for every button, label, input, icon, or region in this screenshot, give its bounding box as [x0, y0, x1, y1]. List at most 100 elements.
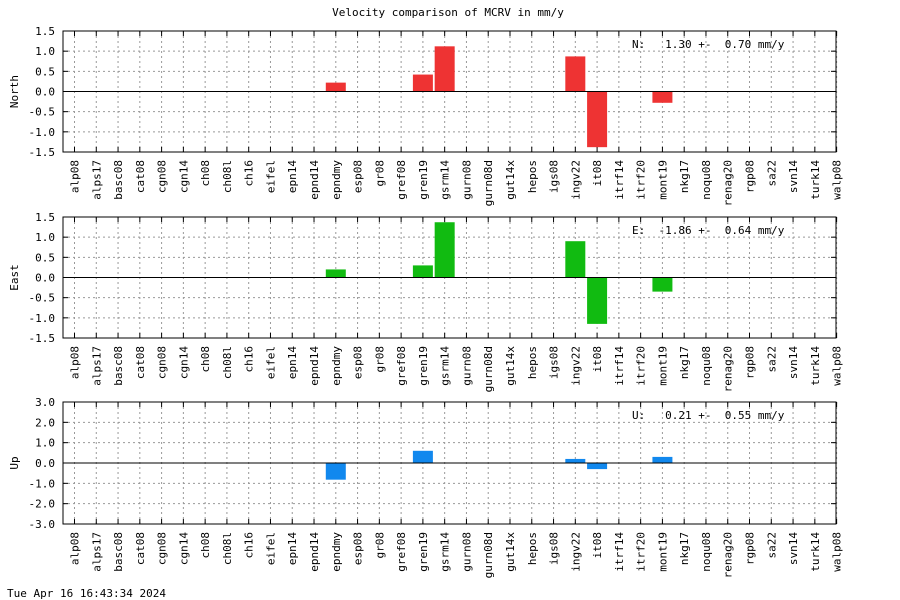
x-tick-label: basc08: [112, 532, 125, 572]
x-tick-label: epndmy: [330, 346, 343, 386]
bar-epndmy: [325, 82, 346, 92]
y-axis-label: North: [8, 75, 21, 108]
x-tick-label: mont19: [656, 346, 669, 386]
x-tick-label: renag20: [722, 160, 735, 206]
x-tick-label: ingv22: [569, 532, 582, 572]
x-tick-label: itrf20: [635, 346, 648, 386]
bar-it08: [587, 463, 608, 470]
x-tick-label: eifel: [264, 346, 277, 379]
panel-east: 1.5 1.0 0.5 0.0 -0.5 -1.0 -1.5 alp08 alps17 basc0…: [8, 211, 844, 392]
bar-mont19: [652, 277, 673, 292]
x-tick-label: svn14: [787, 532, 800, 565]
x-tick-label: igs08: [548, 346, 561, 379]
x-tick-label: mont19: [656, 160, 669, 200]
timestamp: Tue Apr 16 16:43:34 2024: [7, 587, 166, 600]
x-tick-label: ch16: [243, 346, 256, 373]
x-tick-label: svn14: [787, 346, 800, 379]
x-tick-label: hepos: [526, 346, 539, 379]
x-tick-label: alps17: [90, 532, 103, 572]
x-tick-label: ch08: [199, 532, 212, 559]
x-tick-label: cgn08: [156, 160, 169, 193]
x-tick-label: turk14: [809, 532, 822, 572]
x-tick-label: mont19: [656, 532, 669, 572]
x-tick-label: cgn14: [177, 346, 190, 379]
x-tick-label: nkg17: [678, 346, 691, 379]
bar-gren19: [412, 450, 433, 463]
x-tick-label: sa22: [765, 532, 778, 559]
x-tick-label: esp08: [352, 346, 365, 379]
y-tick-label: -1.5: [29, 146, 56, 159]
x-tick-label: nkg17: [678, 160, 691, 193]
bar-ingv22: [565, 56, 586, 92]
x-tick-label: it08: [591, 532, 604, 559]
x-tick-label: basc08: [112, 160, 125, 200]
y-tick-label: 3.0: [35, 396, 55, 409]
bar-epndmy: [325, 269, 346, 278]
x-tick-label: nkg17: [678, 532, 691, 565]
plot-frame: [62, 30, 837, 153]
bar-it08: [587, 91, 608, 148]
x-tick-label: gurn08d: [482, 346, 495, 392]
plot-frame: [62, 216, 837, 339]
panel-up: 3.0 2.0 1.0 0.0 -1.0 -2.0 -3.0 alp08 alps17 basc0…: [8, 396, 844, 578]
y-tick-label: 1.0: [35, 231, 55, 244]
x-tick-label: turk14: [809, 346, 822, 386]
x-tick-label: rgp08: [744, 160, 757, 193]
x-tick-label: gr08: [373, 346, 386, 373]
velocity-annotation: N: 1.30 +- 0.70 mm/y: [632, 38, 785, 51]
bar-mont19: [652, 456, 673, 463]
x-tick-label: alp08: [69, 346, 82, 379]
x-tick-label: epnd14: [308, 532, 321, 572]
x-tick-label: ch08l: [221, 532, 234, 565]
velocity-annotation: U: 0.21 +- 0.55 mm/y: [632, 409, 785, 422]
x-tick-label: gut14x: [504, 160, 517, 200]
x-tick-label: epnd14: [308, 346, 321, 386]
x-tick-label: turk14: [809, 160, 822, 200]
x-tick-label: gurn08: [460, 532, 473, 572]
x-tick-label: sa22: [765, 160, 778, 187]
x-tick-label: svn14: [787, 160, 800, 193]
y-tick-label: 2.0: [35, 416, 55, 429]
x-tick-label: walp08: [831, 532, 844, 572]
bar-gsrm14: [434, 222, 455, 278]
y-tick-label: 1.5: [35, 25, 55, 38]
y-axis-label: Up: [8, 456, 21, 469]
y-tick-label: -0.5: [29, 292, 56, 305]
x-tick-label: alp08: [69, 532, 82, 565]
x-tick-label: cgn08: [156, 346, 169, 379]
x-tick-label: epndmy: [330, 532, 343, 572]
x-tick-label: gsrm14: [439, 532, 452, 572]
x-tick-label: gref08: [395, 160, 408, 200]
y-tick-label: -3.0: [29, 518, 56, 531]
y-tick-label: -1.0: [29, 477, 56, 490]
y-tick-label: -0.5: [29, 106, 56, 119]
y-tick-label: 0.5: [35, 65, 55, 78]
x-tick-label: alps17: [90, 346, 103, 386]
x-tick-label: cgn14: [177, 532, 190, 565]
x-tick-label: esp08: [352, 160, 365, 193]
x-tick-label: epn14: [286, 532, 299, 565]
y-tick-label: 0.0: [35, 86, 55, 99]
x-tick-label: itrf14: [613, 346, 626, 386]
x-tick-label: gurn08: [460, 346, 473, 386]
velocity-annotation: E: -1.86 +- 0.64 mm/y: [632, 224, 785, 237]
x-tick-label: cgn14: [177, 160, 190, 193]
x-tick-label: igs08: [548, 532, 561, 565]
x-tick-label: hepos: [526, 160, 539, 193]
x-tick-label: walp08: [831, 346, 844, 386]
y-tick-label: 1.0: [35, 437, 55, 450]
plot-frame: [62, 401, 837, 525]
bar-ingv22: [565, 458, 586, 463]
bar-gren19: [412, 265, 433, 278]
y-tick-label: 0.5: [35, 251, 55, 264]
y-tick-label: -1.5: [29, 332, 56, 345]
x-tick-label: gsrm14: [439, 160, 452, 200]
x-tick-label: cat08: [134, 346, 147, 379]
x-tick-label: gref08: [395, 532, 408, 572]
x-tick-label: ingv22: [569, 346, 582, 386]
x-tick-label: gren19: [417, 346, 430, 386]
x-tick-label: gut14x: [504, 346, 517, 386]
y-tick-label: -1.0: [29, 312, 56, 325]
x-tick-label: gsrm14: [439, 346, 452, 386]
